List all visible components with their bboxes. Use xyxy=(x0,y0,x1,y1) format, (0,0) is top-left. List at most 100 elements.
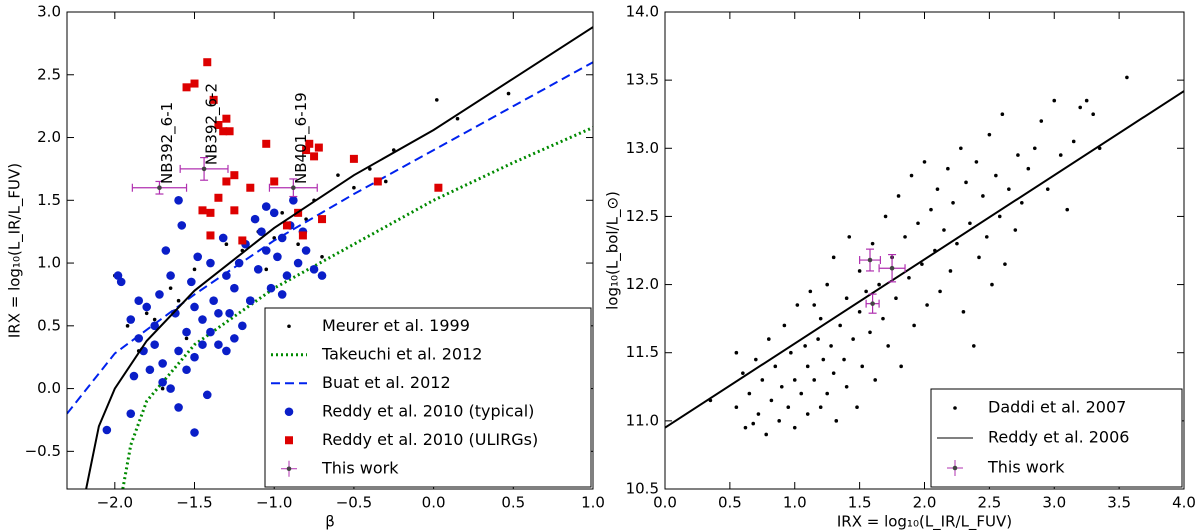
point xyxy=(126,409,136,418)
point xyxy=(777,419,781,423)
point xyxy=(867,257,873,263)
point xyxy=(266,283,276,293)
point xyxy=(222,177,231,186)
point xyxy=(174,346,183,356)
annotation: NB401_6-19 xyxy=(292,92,311,184)
point xyxy=(166,271,175,280)
point xyxy=(903,235,907,239)
point xyxy=(320,254,324,259)
point xyxy=(155,290,164,299)
point xyxy=(280,211,284,215)
point xyxy=(959,146,963,151)
point xyxy=(829,344,833,348)
point xyxy=(1032,146,1037,151)
x-axis-label: IRX = log₁₀(L_IR/L_FUV) xyxy=(837,513,1012,532)
point xyxy=(779,384,784,389)
point xyxy=(909,173,914,178)
point xyxy=(190,79,199,88)
point xyxy=(1016,153,1020,157)
x-tick-label: 1.5 xyxy=(848,494,872,512)
point xyxy=(206,231,215,240)
annotation: NB392_6-2 xyxy=(203,83,222,165)
point xyxy=(808,289,813,294)
point xyxy=(946,166,950,171)
point xyxy=(825,282,829,287)
point xyxy=(434,98,439,102)
point xyxy=(282,271,292,280)
legend-label: Reddy et al. 2010 (typical) xyxy=(322,401,534,420)
point xyxy=(1026,166,1031,171)
legend-label: Daddi et al. 2007 xyxy=(988,398,1126,417)
point xyxy=(899,364,903,369)
point xyxy=(182,365,191,375)
legend: Daddi et al. 2007 Reddy et al. 2006 This w… xyxy=(930,388,1183,488)
point xyxy=(203,58,212,67)
point xyxy=(734,405,739,410)
point xyxy=(291,185,296,191)
point xyxy=(166,384,175,393)
point xyxy=(192,267,197,272)
point xyxy=(981,194,985,198)
point xyxy=(506,91,511,96)
point xyxy=(842,357,846,362)
point xyxy=(368,167,372,171)
annotation: NB392_6-1 xyxy=(158,102,177,184)
point xyxy=(214,308,223,318)
point xyxy=(250,214,260,224)
point xyxy=(336,173,340,177)
y-tick-label: 3.0 xyxy=(37,3,61,21)
point xyxy=(734,350,739,355)
point xyxy=(144,311,149,316)
point xyxy=(230,206,239,215)
point xyxy=(1058,153,1063,157)
point xyxy=(198,206,207,215)
point xyxy=(782,323,787,328)
point xyxy=(844,384,849,389)
point xyxy=(310,152,319,161)
x-tick-label: −1.5 xyxy=(176,494,212,512)
point xyxy=(870,241,875,246)
x-tick-label: 3.5 xyxy=(1107,494,1131,512)
y-tick-label: 0.5 xyxy=(37,316,61,334)
legend-box xyxy=(930,388,1183,488)
point xyxy=(257,227,266,236)
point xyxy=(150,321,159,331)
point xyxy=(851,337,855,341)
point xyxy=(968,221,972,226)
point xyxy=(190,428,199,437)
y-tick-label: 1.0 xyxy=(37,254,61,272)
point xyxy=(262,139,271,148)
point xyxy=(1125,75,1129,80)
point xyxy=(209,95,218,104)
point xyxy=(238,236,247,245)
point xyxy=(760,378,765,382)
point xyxy=(206,327,215,337)
point xyxy=(434,183,443,192)
point xyxy=(230,171,239,180)
y-tick-label: 13.0 xyxy=(626,139,659,157)
point xyxy=(795,303,800,307)
point xyxy=(803,344,807,348)
point xyxy=(177,221,187,230)
x-tick-label: 4.0 xyxy=(1172,494,1196,512)
point xyxy=(920,262,924,266)
point xyxy=(193,252,203,262)
legend: Meurer et al. 1999 Takeuchi et al. 2012 Bu… xyxy=(264,307,592,488)
legend-label: Reddy et al. 2010 (ULIRGs) xyxy=(322,430,538,449)
y-axis-label: log₁₀(L_bol/L_⊙) xyxy=(604,191,623,310)
y-tick-label: −0.5 xyxy=(25,442,61,460)
point xyxy=(201,166,207,172)
legend-swatch xyxy=(952,465,958,471)
legend-label: Meurer et al. 1999 xyxy=(322,316,470,335)
y-tick-label: 0.0 xyxy=(37,379,61,397)
point xyxy=(269,208,279,218)
point xyxy=(157,185,162,191)
point xyxy=(977,255,981,260)
point xyxy=(190,302,199,312)
point xyxy=(219,127,228,136)
point xyxy=(948,269,953,273)
point xyxy=(789,350,793,355)
point xyxy=(1007,187,1011,191)
y-tick-label: 2.5 xyxy=(37,65,61,83)
y-tick-label: 1.5 xyxy=(37,191,61,209)
